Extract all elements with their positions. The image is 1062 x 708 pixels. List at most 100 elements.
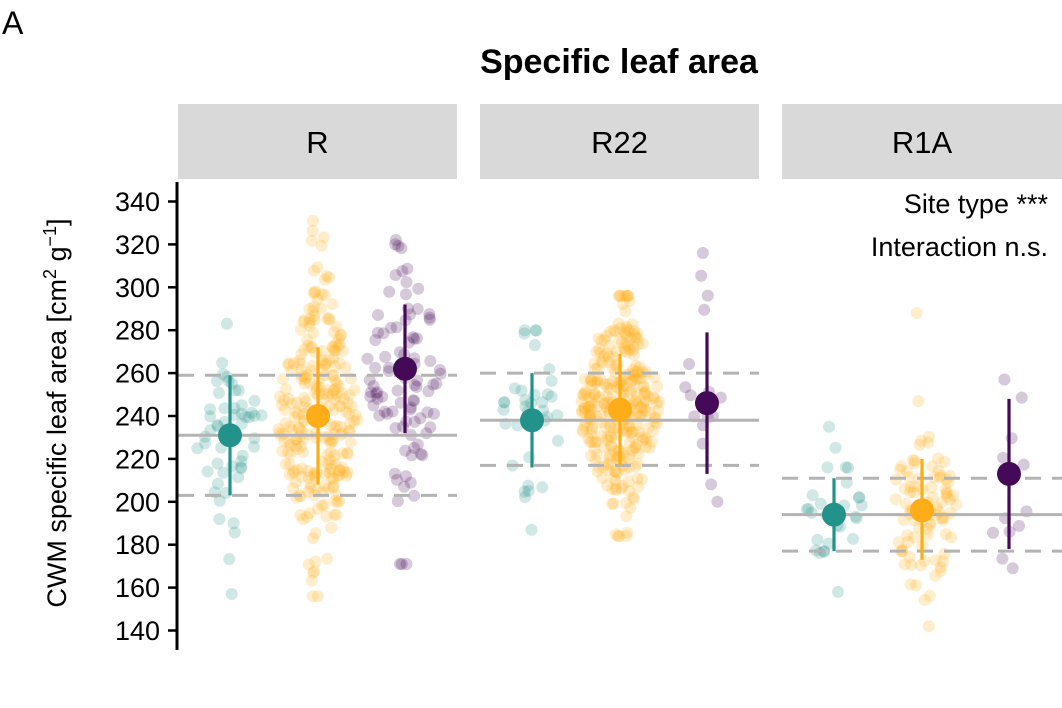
data-point bbox=[938, 455, 951, 468]
data-point bbox=[631, 372, 644, 385]
ylabel-prefix: CWM specific leaf area [cm bbox=[42, 279, 72, 608]
data-point bbox=[805, 506, 818, 519]
data-point bbox=[307, 532, 319, 545]
data-point bbox=[331, 496, 344, 509]
data-point bbox=[590, 345, 603, 358]
data-point bbox=[363, 374, 376, 386]
data-point bbox=[525, 523, 538, 536]
data-point bbox=[235, 462, 248, 475]
data-point bbox=[424, 421, 437, 434]
data-point bbox=[218, 402, 231, 415]
data-point bbox=[637, 434, 650, 447]
data-point bbox=[638, 388, 651, 400]
data-point bbox=[399, 444, 412, 457]
data-point bbox=[607, 497, 620, 510]
data-point bbox=[910, 307, 923, 319]
data-point bbox=[614, 322, 627, 335]
data-point bbox=[306, 214, 319, 227]
data-point bbox=[623, 436, 636, 449]
data-point bbox=[620, 424, 633, 437]
data-point bbox=[925, 481, 938, 494]
data-point bbox=[607, 350, 619, 363]
data-point bbox=[596, 472, 609, 484]
data-point bbox=[914, 559, 927, 572]
data-point bbox=[577, 389, 590, 402]
data-point bbox=[322, 482, 335, 495]
data-point bbox=[414, 412, 427, 425]
data-point bbox=[330, 377, 343, 390]
data-point bbox=[582, 432, 595, 445]
data-point bbox=[621, 330, 634, 343]
data-point bbox=[304, 481, 317, 494]
data-point bbox=[605, 440, 618, 453]
data-point bbox=[609, 482, 622, 495]
data-point bbox=[340, 469, 353, 482]
data-point bbox=[635, 473, 648, 486]
data-point bbox=[211, 419, 224, 431]
data-point bbox=[294, 357, 307, 370]
data-point bbox=[615, 482, 628, 495]
data-point bbox=[292, 408, 304, 421]
data-point bbox=[829, 441, 842, 454]
mean-point bbox=[695, 391, 719, 416]
data-point bbox=[390, 473, 403, 486]
data-point bbox=[340, 405, 352, 418]
data-point bbox=[333, 400, 346, 413]
data-point bbox=[427, 378, 440, 391]
data-point bbox=[585, 396, 598, 409]
data-point bbox=[248, 440, 260, 453]
data-point bbox=[364, 390, 377, 403]
data-point bbox=[849, 510, 862, 523]
data-point bbox=[327, 472, 340, 485]
data-point bbox=[333, 464, 346, 477]
ylabel-sup1: 2 bbox=[40, 269, 60, 279]
data-point bbox=[303, 319, 316, 332]
mean-point bbox=[393, 356, 417, 381]
data-point bbox=[296, 369, 309, 382]
data-point bbox=[243, 411, 255, 424]
data-point bbox=[633, 409, 646, 422]
data-point bbox=[279, 417, 292, 430]
data-point bbox=[395, 242, 408, 255]
data-point bbox=[370, 387, 383, 400]
data-point bbox=[408, 489, 420, 502]
data-point bbox=[331, 489, 343, 502]
data-point bbox=[599, 420, 612, 433]
data-point bbox=[332, 340, 345, 352]
y-tick-label: 300 bbox=[115, 273, 160, 303]
data-point bbox=[635, 401, 648, 414]
data-point bbox=[367, 399, 380, 412]
data-point bbox=[306, 359, 319, 372]
data-point bbox=[650, 397, 663, 410]
data-point bbox=[408, 394, 420, 407]
data-point bbox=[400, 276, 413, 289]
data-point bbox=[348, 384, 361, 397]
data-point bbox=[310, 483, 323, 496]
data-point bbox=[301, 510, 314, 523]
y-tick-label: 160 bbox=[115, 573, 160, 603]
data-point bbox=[399, 470, 412, 483]
y-tick-label: 260 bbox=[115, 359, 160, 389]
data-point bbox=[618, 289, 631, 302]
data-point bbox=[288, 465, 301, 478]
data-point bbox=[609, 474, 622, 487]
data-point bbox=[295, 440, 308, 453]
data-point bbox=[938, 547, 951, 560]
data-point bbox=[584, 426, 597, 439]
data-point bbox=[643, 441, 656, 454]
data-point bbox=[302, 558, 315, 571]
data-point bbox=[629, 441, 642, 454]
data-point bbox=[309, 555, 322, 568]
data-point bbox=[204, 424, 217, 437]
data-point bbox=[632, 457, 645, 470]
data-point bbox=[640, 404, 652, 417]
data-point bbox=[622, 475, 635, 488]
data-point bbox=[908, 457, 921, 470]
data-point bbox=[327, 369, 340, 382]
data-point bbox=[331, 389, 344, 402]
data-point bbox=[344, 417, 357, 430]
data-point bbox=[622, 452, 635, 465]
data-point bbox=[627, 491, 639, 504]
data-point bbox=[619, 338, 632, 351]
data-point bbox=[319, 467, 332, 480]
